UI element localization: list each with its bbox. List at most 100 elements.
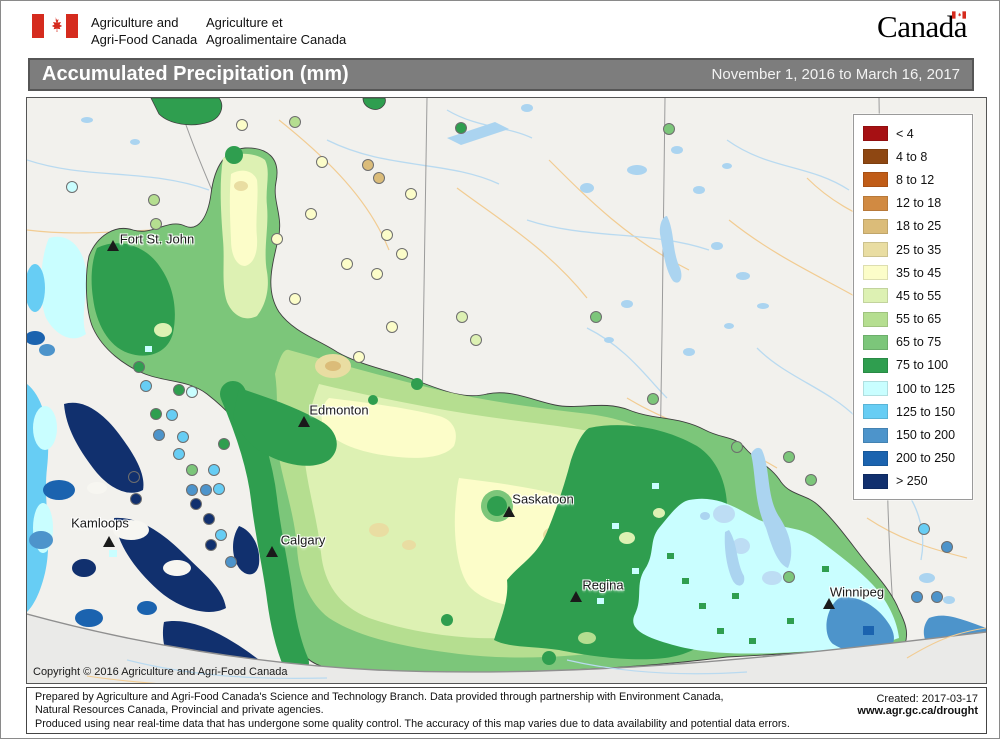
legend-item: 35 to 45 [863,261,964,284]
legend-item: 45 to 55 [863,284,964,307]
station-dot [150,408,162,420]
legend-swatch [863,473,888,489]
station-dot [289,293,301,305]
footer: Prepared by Agriculture and Agri-Food Ca… [26,687,987,734]
station-dot [208,464,220,476]
station-dot [190,498,202,510]
station-dot [931,591,943,603]
legend-item: < 4 [863,122,964,145]
station-dot [133,361,145,373]
legend-swatch [863,404,888,420]
legend-swatch [863,288,888,304]
legend-item: 65 to 75 [863,331,964,354]
legend-label: > 250 [896,474,928,489]
legend-swatch [863,265,888,281]
station-dot [213,483,225,495]
drought-url: www.agr.gc.ca/drought [857,705,978,717]
city-label: Kamloops [71,515,129,531]
us-border-line [27,613,986,673]
legend-label: 18 to 25 [896,219,942,234]
city-label: Regina [582,577,624,593]
legend-label: 100 to 125 [896,381,956,396]
station-dot [386,321,398,333]
station-dot [173,448,185,460]
canada-flag-icon [32,14,78,38]
legend-label: 4 to 8 [896,149,928,164]
us-area-band [27,614,986,683]
legend-item: 18 to 25 [863,215,964,238]
station-dot [215,529,227,541]
legend-swatch [863,427,888,443]
city-label: Fort St. John [119,231,195,247]
city-label: Winnipeg [829,584,885,600]
dept-name-english: Agriculture and Agri-Food Canada [91,15,198,47]
station-dot [218,438,230,450]
city-triangle-icon [103,536,115,547]
station-dot [173,384,185,396]
created-date: Created: 2017-03-17 [876,693,978,705]
legend-swatch [863,149,888,165]
footer-line-1: Prepared by Agriculture and Agri-Food Ca… [35,691,724,703]
legend-label: 125 to 150 [896,404,956,419]
legend-swatch [863,195,888,211]
station-dot [150,218,162,230]
station-dot [396,248,408,260]
station-dot [177,431,189,443]
city-label: Calgary [280,532,326,548]
legend-swatch [863,242,888,258]
legend-swatch [863,126,888,142]
legend-label: 75 to 100 [896,358,949,373]
station-dot [405,188,417,200]
station-dot [341,258,353,270]
station-dot [225,556,237,568]
station-dot [130,493,142,505]
city-label: Saskatoon [512,491,574,507]
river-lines [27,109,924,561]
station-dot [911,591,923,603]
government-header: Agriculture and Agri-Food Canada Agricul… [1,1,999,55]
station-dot [271,233,283,245]
station-dot [455,122,467,134]
station-dot [941,541,953,553]
station-dot [128,471,140,483]
precipitation-map: Fort St. John Edmonton Kamloops Calgary Sask… [26,97,987,684]
station-dot [918,523,930,535]
footer-line-2: Natural Resources Canada, Provincial and… [35,704,324,717]
legend-swatch [863,218,888,234]
station-dot [66,181,78,193]
station-dot [186,464,198,476]
map-canvas [27,98,986,683]
footer-line-3: Produced using near real-time data that … [35,717,790,730]
legend-item: 100 to 125 [863,377,964,400]
city-triangle-icon [503,506,515,517]
station-dot [166,409,178,421]
station-dot [805,474,817,486]
legend-item: 75 to 100 [863,354,964,377]
prairie-precip-region [85,146,908,676]
footer-notes: Prepared by Agriculture and Agri-Food Ca… [35,691,790,730]
station-dot [362,159,374,171]
station-dot [140,380,152,392]
city-triangle-icon [298,416,310,427]
lakes-manitoba [700,447,792,586]
station-dot [186,386,198,398]
legend-item: 200 to 250 [863,447,964,470]
us-band-rivers [126,659,748,680]
legend-item: 25 to 35 [863,238,964,261]
station-dot [203,513,215,525]
legend-label: 55 to 65 [896,312,942,327]
legend-label: 12 to 18 [896,196,942,211]
title-bar: Accumulated Precipitation (mm) November … [28,58,974,91]
footer-meta: Created: 2017-03-17 www.agr.gc.ca/drough… [857,691,978,730]
legend-swatch [863,381,888,397]
city-triangle-icon [266,546,278,557]
legend-label: 150 to 200 [896,428,956,443]
legend-label: 8 to 12 [896,172,935,187]
legend-label: 200 to 250 [896,451,956,466]
us-band-roads [86,627,986,683]
station-dot [663,123,675,135]
legend-swatch [863,450,888,466]
legend-label: < 4 [896,126,914,141]
legend-swatch [863,334,888,350]
